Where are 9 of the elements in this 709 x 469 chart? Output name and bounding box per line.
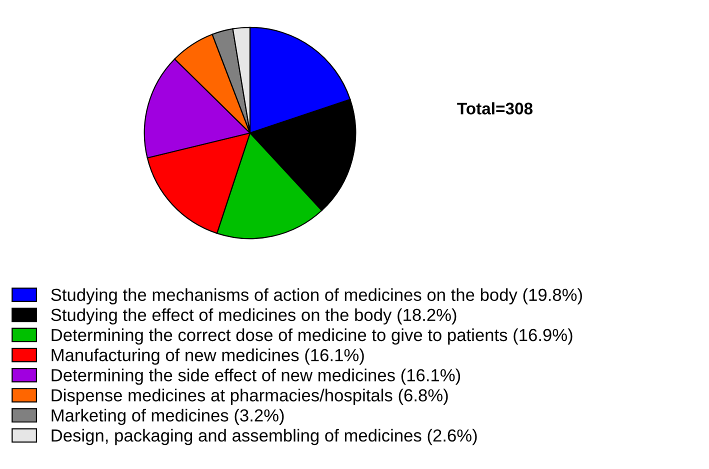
- legend-label: Determining the correct dose of medicine to give to patients (16.9%): [52, 328, 572, 345]
- legend-label: Manufacturing of new medicines (16.1%): [52, 348, 364, 365]
- legend-label: Studying the effect of medicines on the body (18.2%): [51, 308, 456, 325]
- legend-label: Studying the mechanisms of action of medicines on the body (19.8%): [51, 288, 582, 304]
- text: Total=308: [457, 102, 533, 114]
- legend-label: Dispense medicines at pharmacies/hospitals (6.8%): [52, 388, 448, 405]
- legend-label: Design, packaging and assembling of medicines (2.6%): [52, 428, 477, 446]
- legend-label: Determining the side effect of new medicines (16.1%): [52, 368, 460, 385]
- legend-label: Marketing of medicines (3.2%): [52, 408, 284, 425]
